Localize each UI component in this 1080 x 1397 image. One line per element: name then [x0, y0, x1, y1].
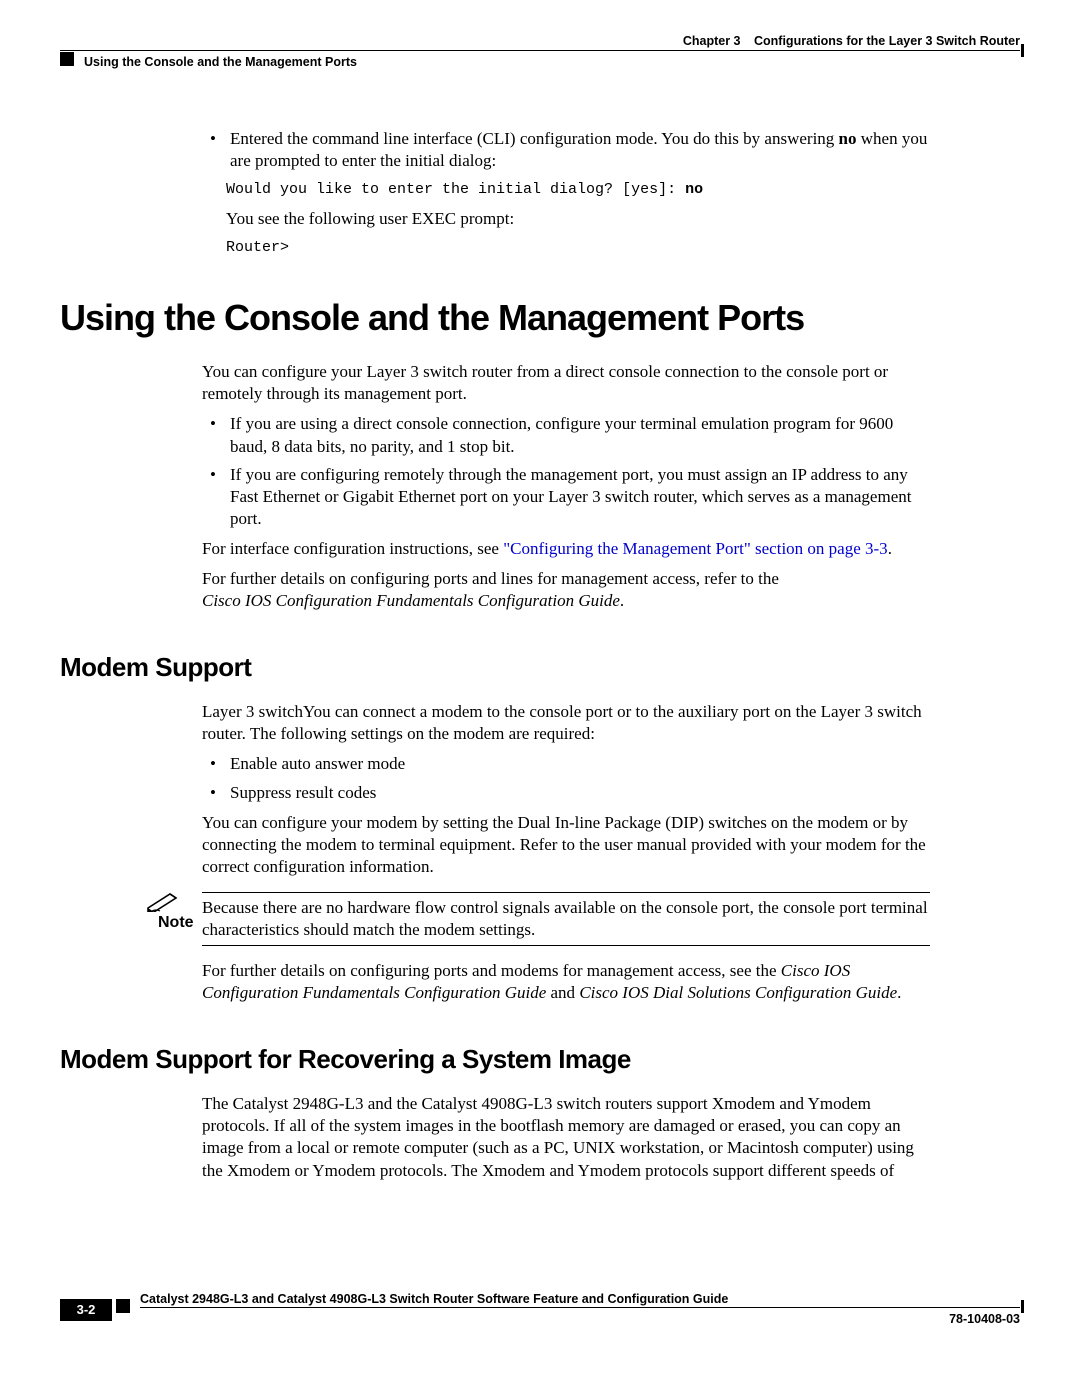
sec1-p1: You can configure your Layer 3 switch ro…: [202, 361, 930, 405]
sec1-b1: If you are using a direct console connec…: [202, 413, 930, 457]
book-ref-1: Cisco IOS Configuration Fundamentals Con…: [202, 591, 620, 610]
sec2-p3: For further details on configuring ports…: [202, 960, 930, 1004]
cli-output-2: Router>: [226, 238, 930, 258]
heading-modem-recovery: Modem Support for Recovering a System Im…: [60, 1044, 1020, 1075]
sec2-body: Layer 3 switchYou can connect a modem to…: [202, 701, 930, 1004]
chapter-title: Configurations for the Layer 3 Switch Ro…: [754, 34, 1020, 48]
page: Chapter 3 Configurations for the Layer 3…: [60, 0, 1080, 1397]
intro-bullet-1: Entered the command line interface (CLI)…: [202, 128, 930, 257]
sec1-p2: For interface configuration instructions…: [202, 538, 930, 560]
heading-console-management: Using the Console and the Management Por…: [60, 297, 1020, 339]
sec3-p1: The Catalyst 2948G-L3 and the Catalyst 4…: [202, 1093, 930, 1181]
sec1-p3: For further details on configuring ports…: [202, 568, 930, 612]
intro-bullets: Entered the command line interface (CLI)…: [202, 128, 930, 257]
page-footer: Catalyst 2948G-L3 and Catalyst 4908G-L3 …: [60, 1307, 1020, 1357]
header-bar-icon: [1021, 44, 1024, 57]
sec1-body: You can configure your Layer 3 switch ro…: [202, 361, 930, 612]
link-config-mgmt-port[interactable]: "Configuring the Management Port" sectio…: [503, 539, 888, 558]
sec2-b2: Suppress result codes: [202, 782, 930, 804]
intro-para-1: You see the following user EXEC prompt:: [226, 208, 930, 230]
note-body: Because there are no hardware flow contr…: [202, 892, 930, 946]
footer-rule: [140, 1307, 1020, 1308]
sec3-body: The Catalyst 2948G-L3 and the Catalyst 4…: [202, 1093, 930, 1181]
note-label: Note: [158, 914, 194, 932]
footer-square-icon: [116, 1299, 130, 1313]
sec2-bullets: Enable auto answer mode Suppress result …: [202, 753, 930, 803]
header-rule: [60, 50, 1020, 51]
footer-bar-icon: [1021, 1300, 1024, 1313]
cli-output-1: Would you like to enter the initial dial…: [226, 180, 930, 200]
footer-title: Catalyst 2948G-L3 and Catalyst 4908G-L3 …: [140, 1292, 728, 1306]
heading-modem-support: Modem Support: [60, 652, 1020, 683]
sec2-p1: Layer 3 switchYou can connect a modem to…: [202, 701, 930, 745]
header-square-icon: [60, 52, 74, 66]
page-header: Chapter 3 Configurations for the Layer 3…: [60, 0, 1020, 78]
pencil-icon: [146, 892, 182, 912]
footer-doc-number: 78-10408-03: [949, 1312, 1020, 1326]
sec1-b2: If you are configuring remotely through …: [202, 464, 930, 530]
sec1-bullets: If you are using a direct console connec…: [202, 413, 930, 529]
header-chapter: Chapter 3 Configurations for the Layer 3…: [683, 34, 1020, 48]
footer-page-number: 3-2: [60, 1299, 112, 1321]
sec2-p2: You can configure your modem by setting …: [202, 812, 930, 878]
chapter-label: Chapter 3: [683, 34, 741, 48]
note-block: Note Because there are no hardware flow …: [146, 892, 930, 946]
intro-block: Entered the command line interface (CLI)…: [202, 128, 930, 257]
book-ref-3: Cisco IOS Dial Solutions Configuration G…: [579, 983, 897, 1002]
header-section: Using the Console and the Management Por…: [84, 55, 357, 69]
sec2-b1: Enable auto answer mode: [202, 753, 930, 775]
